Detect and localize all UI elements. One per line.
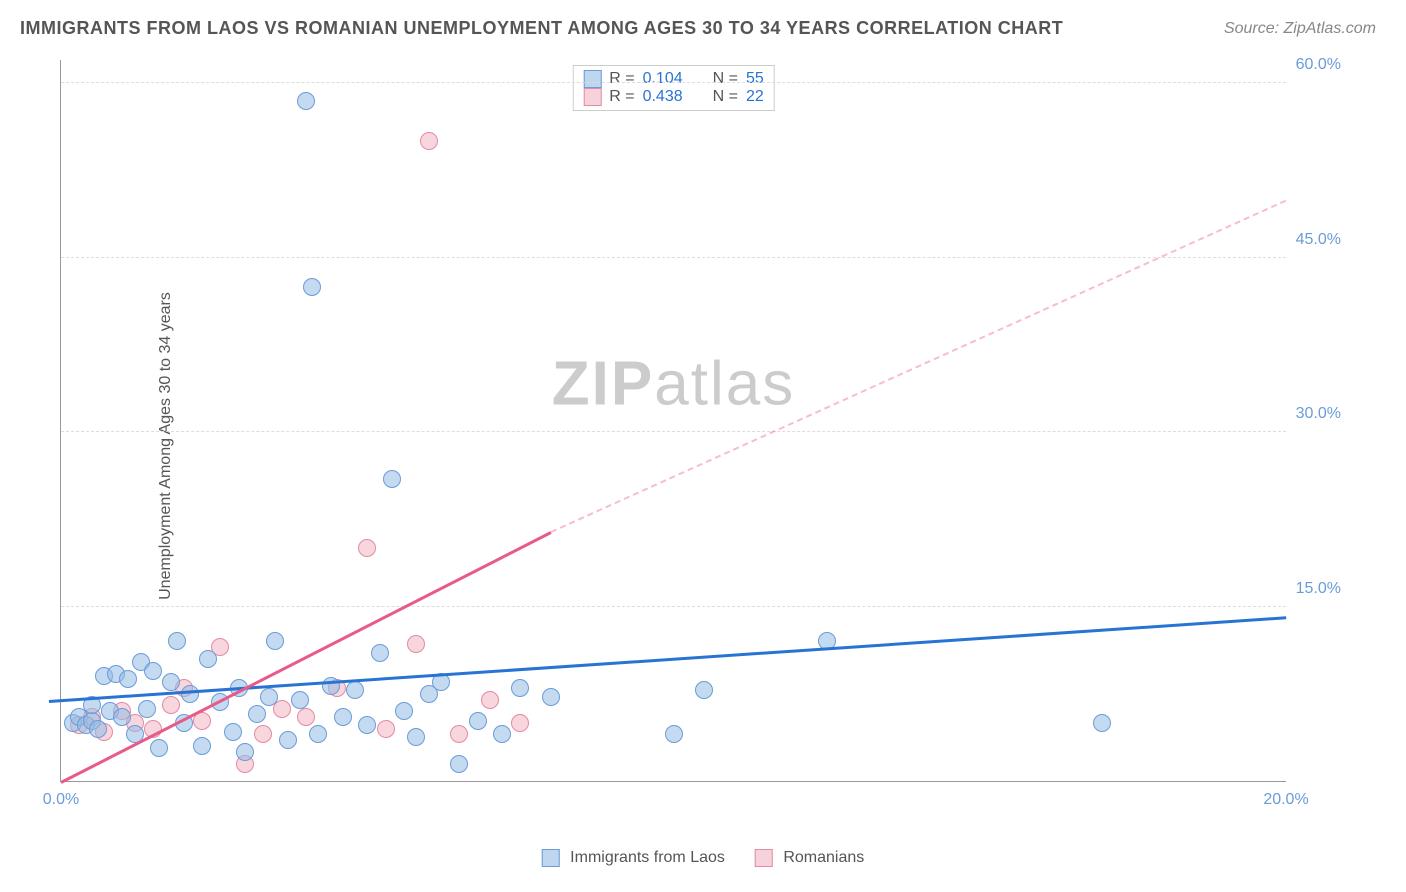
scatter-point — [1093, 714, 1111, 732]
scatter-point — [297, 92, 315, 110]
scatter-point — [193, 737, 211, 755]
trend-line — [551, 200, 1287, 533]
scatter-point — [665, 725, 683, 743]
scatter-point — [309, 725, 327, 743]
legend-swatch-pink — [583, 88, 601, 106]
scatter-point — [291, 691, 309, 709]
scatter-point — [695, 681, 713, 699]
gridline — [61, 257, 1286, 258]
scatter-point — [322, 677, 340, 695]
chart-area: ZIPatlas R = 0.104 N = 55 R = 0.438 N = — [60, 60, 1346, 832]
scatter-point — [297, 708, 315, 726]
scatter-point — [407, 635, 425, 653]
scatter-point — [450, 725, 468, 743]
watermark-zip: ZIP — [552, 350, 654, 419]
legend-n-blue: 55 — [746, 70, 764, 88]
scatter-point — [254, 725, 272, 743]
scatter-point — [383, 470, 401, 488]
scatter-point — [150, 739, 168, 757]
trend-line — [49, 616, 1286, 703]
watermark: ZIPatlas — [552, 349, 795, 420]
scatter-point — [260, 688, 278, 706]
legend-r-pink: 0.438 — [643, 88, 683, 106]
scatter-point — [119, 670, 137, 688]
legend-r-label: R = — [609, 70, 634, 88]
scatter-point — [346, 681, 364, 699]
chart-title: IMMIGRANTS FROM LAOS VS ROMANIAN UNEMPLO… — [20, 18, 1063, 39]
legend-label-blue: Immigrants from Laos — [570, 849, 725, 866]
scatter-point — [113, 708, 131, 726]
scatter-point — [450, 755, 468, 773]
scatter-point — [303, 278, 321, 296]
gridline — [61, 82, 1286, 83]
legend-n-label: N = — [713, 88, 738, 106]
scatter-point — [199, 650, 217, 668]
legend-row-pink: R = 0.438 N = 22 — [583, 88, 764, 106]
y-tick-label: 30.0% — [1296, 405, 1341, 423]
legend-r-label: R = — [609, 88, 634, 106]
scatter-point — [236, 743, 254, 761]
scatter-point — [279, 731, 297, 749]
legend-swatch-blue — [583, 70, 601, 88]
scatter-point — [248, 705, 266, 723]
scatter-point — [358, 539, 376, 557]
legend-swatch-blue — [542, 849, 560, 867]
scatter-point — [377, 720, 395, 738]
legend-item-pink: Romanians — [755, 849, 864, 867]
legend-row-blue: R = 0.104 N = 55 — [583, 70, 764, 88]
y-tick-label: 60.0% — [1296, 56, 1341, 74]
legend-correlation: R = 0.104 N = 55 R = 0.438 N = 22 — [572, 65, 775, 111]
y-tick-label: 15.0% — [1296, 580, 1341, 598]
y-tick-label: 45.0% — [1296, 231, 1341, 249]
scatter-point — [358, 716, 376, 734]
x-tick-label: 20.0% — [1263, 791, 1308, 809]
scatter-point — [542, 688, 560, 706]
scatter-point — [493, 725, 511, 743]
legend-label-pink: Romanians — [783, 849, 864, 866]
x-tick-label: 0.0% — [43, 791, 79, 809]
scatter-point — [481, 691, 499, 709]
scatter-point — [407, 728, 425, 746]
scatter-point — [420, 132, 438, 150]
scatter-point — [334, 708, 352, 726]
gridline — [61, 431, 1286, 432]
legend-item-blue: Immigrants from Laos — [542, 849, 725, 867]
plot-region: ZIPatlas R = 0.104 N = 55 R = 0.438 N = — [60, 60, 1286, 782]
scatter-point — [469, 712, 487, 730]
scatter-point — [511, 679, 529, 697]
gridline — [61, 606, 1286, 607]
scatter-point — [371, 644, 389, 662]
scatter-point — [162, 696, 180, 714]
legend-swatch-pink — [755, 849, 773, 867]
scatter-point — [395, 702, 413, 720]
watermark-atlas: atlas — [654, 350, 795, 419]
scatter-point — [144, 662, 162, 680]
scatter-point — [224, 723, 242, 741]
scatter-point — [168, 632, 186, 650]
scatter-point — [138, 700, 156, 718]
scatter-point — [266, 632, 284, 650]
source-label: Source: ZipAtlas.com — [1224, 20, 1376, 38]
scatter-point — [511, 714, 529, 732]
legend-series: Immigrants from Laos Romanians — [542, 849, 865, 867]
legend-n-pink: 22 — [746, 88, 764, 106]
scatter-point — [162, 673, 180, 691]
legend-n-label: N = — [713, 70, 738, 88]
scatter-point — [89, 720, 107, 738]
legend-r-blue: 0.104 — [643, 70, 683, 88]
